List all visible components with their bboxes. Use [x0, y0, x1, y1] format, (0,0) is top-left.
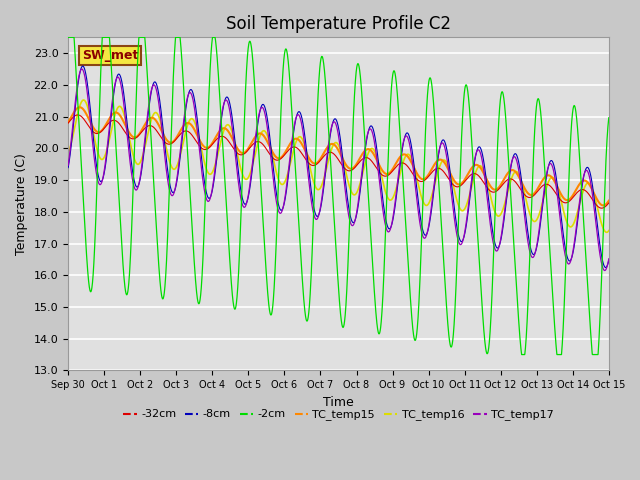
TC_temp16 [603, 229, 611, 235]
-2cm [605, 115, 612, 120]
-2cm [605, 118, 612, 123]
-2cm [215, 84, 223, 89]
-8cm [180, 119, 188, 125]
-8cm [391, 203, 399, 208]
-8cm [79, 63, 86, 69]
-2cm [554, 352, 561, 358]
TC_temp15 [600, 203, 607, 208]
Title: Soil Temperature Profile C2: Soil Temperature Profile C2 [226, 15, 451, 33]
TC_temp16 [401, 155, 408, 161]
-32cm [391, 165, 399, 171]
TC_temp16 [216, 145, 223, 151]
TC_temp17 [601, 268, 609, 274]
TC_temp17 [401, 135, 408, 141]
-32cm [216, 134, 223, 140]
TC_temp17 [78, 66, 86, 72]
-2cm [391, 71, 399, 76]
TC_temp16 [80, 97, 88, 103]
TC_temp16 [391, 189, 399, 195]
TC_temp15 [76, 104, 84, 110]
TC_temp16 [554, 184, 561, 190]
TC_temp15 [605, 198, 612, 204]
Line: TC_temp17: TC_temp17 [68, 69, 609, 271]
X-axis label: Time: Time [323, 396, 354, 408]
TC_temp16 [605, 228, 612, 234]
Line: -2cm: -2cm [68, 37, 609, 355]
-32cm [74, 112, 82, 118]
-32cm [401, 161, 408, 167]
TC_temp15 [180, 122, 188, 128]
-32cm [64, 120, 72, 126]
-8cm [605, 257, 612, 263]
TC_temp17 [605, 256, 612, 262]
Line: TC_temp15: TC_temp15 [68, 107, 609, 205]
TC_temp16 [64, 150, 72, 156]
-2cm [518, 352, 525, 358]
Line: TC_temp16: TC_temp16 [68, 100, 609, 232]
TC_temp17 [64, 162, 72, 168]
-32cm [605, 200, 612, 206]
TC_temp15 [605, 198, 612, 204]
TC_temp17 [605, 257, 612, 263]
-8cm [64, 165, 72, 170]
TC_temp17 [391, 199, 399, 204]
TC_temp15 [64, 120, 72, 125]
Y-axis label: Temperature (C): Temperature (C) [15, 153, 28, 255]
-2cm [64, 35, 72, 40]
TC_temp17 [554, 194, 561, 200]
-8cm [602, 264, 609, 270]
TC_temp17 [180, 115, 188, 120]
TC_temp15 [216, 129, 223, 134]
TC_temp17 [216, 129, 223, 134]
-8cm [554, 184, 561, 190]
TC_temp16 [180, 135, 188, 141]
-32cm [598, 205, 605, 211]
Line: -32cm: -32cm [68, 115, 609, 208]
TC_temp15 [391, 162, 399, 168]
-32cm [180, 128, 188, 134]
TC_temp15 [401, 152, 408, 157]
Text: SW_met: SW_met [82, 49, 138, 62]
TC_temp15 [554, 184, 561, 190]
-2cm [180, 91, 188, 96]
-8cm [216, 133, 223, 139]
-2cm [401, 202, 408, 208]
-32cm [605, 200, 612, 206]
TC_temp16 [605, 228, 612, 233]
Legend: -32cm, -8cm, -2cm, TC_temp15, TC_temp16, TC_temp17: -32cm, -8cm, -2cm, TC_temp15, TC_temp16,… [119, 405, 558, 425]
-8cm [401, 134, 408, 140]
-32cm [554, 193, 561, 199]
-8cm [605, 258, 612, 264]
Line: -8cm: -8cm [68, 66, 609, 267]
